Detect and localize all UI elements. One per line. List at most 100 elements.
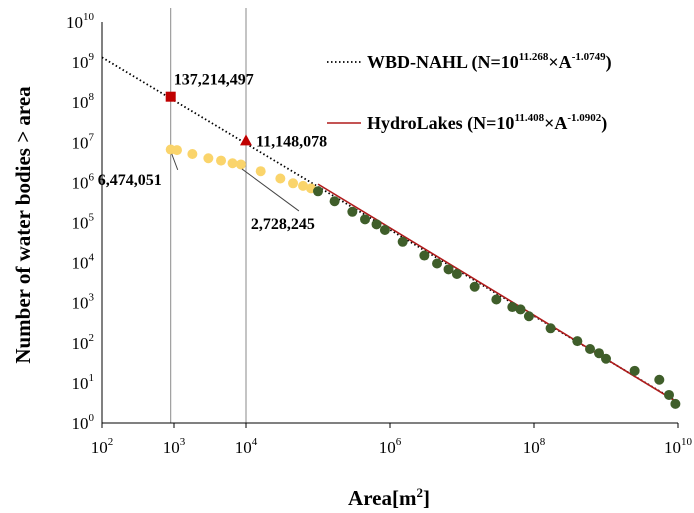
x-tick-label-4: 108 xyxy=(523,436,546,457)
legend-label-hydrolakes: HydroLakes (N=1011.408×A-1.0902) xyxy=(367,112,607,134)
data-points xyxy=(165,144,681,409)
y-tick-exp: 3 xyxy=(89,292,95,304)
tick-labels: 102 103 104 106 108 1010100101102103104105106… xyxy=(66,11,693,457)
x-tick-label-1: 103 xyxy=(163,436,186,457)
reference-lines xyxy=(170,8,247,423)
x-tick-label-2: 104 xyxy=(235,436,258,457)
point-1-20 xyxy=(601,353,611,364)
y-tick-base: 10 xyxy=(66,13,83,32)
point-1-1 xyxy=(329,196,340,207)
y-tick-base: 10 xyxy=(72,254,89,273)
point-1-4 xyxy=(371,219,382,230)
point-0-6 xyxy=(235,159,246,170)
x-tick-exp: 2 xyxy=(108,436,114,448)
point-1-9 xyxy=(443,264,454,275)
point-1-10 xyxy=(451,268,462,279)
point-1-22 xyxy=(654,374,665,385)
annotation-label-1: 2,728,245 xyxy=(251,216,315,233)
y-tick-exp: 9 xyxy=(89,51,95,63)
y-tick-exp: 0 xyxy=(89,412,95,424)
y-tick-label-2: 102 xyxy=(72,332,95,353)
legend: WBD-NAHL (N=1011.268×A-1.0749) HydroLakes… xyxy=(327,51,612,134)
point-1-15 xyxy=(523,311,534,322)
point-0-9 xyxy=(288,178,299,189)
point-1-0 xyxy=(313,186,323,197)
y-tick-base: 10 xyxy=(72,53,89,72)
y-tick-label-1: 101 xyxy=(72,372,95,393)
y-tick-exp: 8 xyxy=(89,91,95,103)
point-0-2 xyxy=(187,149,198,160)
y-tick-exp: 1 xyxy=(89,372,95,384)
point-1-19 xyxy=(594,348,605,359)
point-1-6 xyxy=(397,236,408,247)
point-0-8 xyxy=(275,173,286,184)
point-1-5 xyxy=(379,225,390,236)
point-1-3 xyxy=(360,214,371,225)
y-tick-exp: 7 xyxy=(89,131,95,143)
x-tick-base: 10 xyxy=(664,438,681,457)
annotation-label-0: 6,474,051 xyxy=(98,172,162,189)
x-tick-exp: 10 xyxy=(681,436,693,448)
y-tick-label-4: 104 xyxy=(72,252,95,273)
x-tick-exp: 8 xyxy=(540,436,546,448)
point-0-3 xyxy=(203,153,214,164)
y-tick-exp: 2 xyxy=(89,332,95,344)
point-1-17 xyxy=(572,336,583,347)
point-1-8 xyxy=(432,258,443,269)
x-axis-title: Area[m2] xyxy=(348,485,430,510)
annotations: 6,474,051 2,728,245 xyxy=(98,153,315,233)
point-1-2 xyxy=(347,206,358,217)
x-tick-base: 10 xyxy=(163,438,180,457)
y-tick-label-5: 105 xyxy=(72,212,95,233)
marker-square xyxy=(165,91,176,102)
point-1-14 xyxy=(515,304,526,315)
y-tick-label-9: 109 xyxy=(72,51,95,72)
y-tick-exp: 4 xyxy=(89,252,95,264)
y-tick-label-7: 107 xyxy=(72,131,95,152)
y-tick-base: 10 xyxy=(72,294,89,313)
y-tick-base: 10 xyxy=(72,374,89,393)
annotation-leader-1 xyxy=(241,168,300,212)
y-tick-base: 10 xyxy=(72,334,89,353)
highlight-markers: 137,214,497 11,148,078 xyxy=(165,72,327,150)
x-axis-title-main: Area[m xyxy=(348,486,417,510)
point-1-21 xyxy=(629,365,640,376)
y-axis-title: Number of water bodies > area xyxy=(11,86,35,364)
x-tick-label-0: 102 xyxy=(91,436,114,457)
x-tick-base: 10 xyxy=(235,438,252,457)
x-tick-base: 10 xyxy=(523,438,540,457)
y-tick-exp: 5 xyxy=(89,212,95,224)
x-tick-base: 10 xyxy=(91,438,108,457)
point-0-7 xyxy=(255,166,266,177)
y-tick-base: 10 xyxy=(72,173,89,192)
y-tick-base: 10 xyxy=(72,133,89,152)
y-tick-base: 10 xyxy=(72,214,89,233)
annotation-leader-0 xyxy=(171,153,179,171)
marker-label-triangle: 11,148,078 xyxy=(256,133,327,150)
fit-line-hydrolakes xyxy=(317,183,679,404)
point-1-11 xyxy=(469,281,480,292)
marker-triangle xyxy=(240,134,252,146)
x-tick-exp: 3 xyxy=(180,436,186,448)
x-tick-label-5: 1010 xyxy=(664,436,693,457)
y-tick-label-10: 1010 xyxy=(66,11,95,32)
x-tick-base: 10 xyxy=(379,438,396,457)
y-tick-label-3: 103 xyxy=(72,292,95,313)
x-tick-exp: 6 xyxy=(396,436,402,448)
point-1-18 xyxy=(585,344,596,355)
point-1-24 xyxy=(670,398,681,409)
marker-label-square: 137,214,497 xyxy=(174,72,254,89)
point-0-10 xyxy=(298,180,309,191)
point-0-4 xyxy=(216,155,227,166)
y-tick-label-0: 100 xyxy=(72,412,95,433)
point-1-12 xyxy=(491,294,502,305)
y-tick-label-6: 106 xyxy=(72,171,95,192)
y-tick-base: 10 xyxy=(72,93,89,112)
point-1-7 xyxy=(419,250,430,261)
y-tick-label-8: 108 xyxy=(72,91,95,112)
point-1-23 xyxy=(664,389,675,400)
x-axis-title-end: ] xyxy=(423,486,430,510)
x-tick-label-3: 106 xyxy=(379,436,402,457)
x-axis-title-sup: 2 xyxy=(416,485,423,500)
